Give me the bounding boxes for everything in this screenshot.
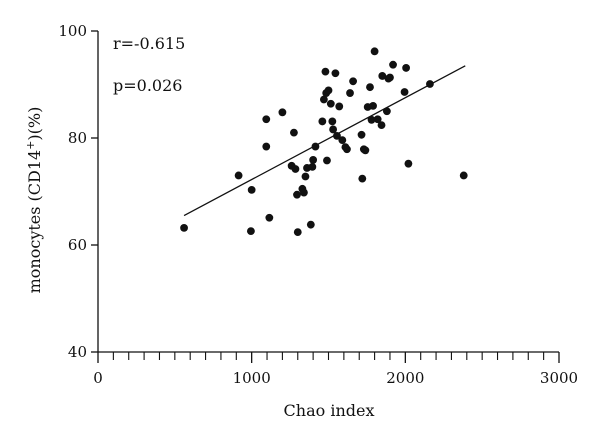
data-point [361, 146, 370, 155]
data-point [328, 117, 337, 126]
data-point [301, 172, 310, 181]
data-points [180, 47, 468, 237]
data-point [386, 73, 394, 82]
x-tick-label: 3000 [540, 369, 578, 387]
data-point [366, 83, 374, 92]
x-axis: 0 1000 2000 3000 [93, 351, 578, 387]
p-value-annotation: p=0.026 [113, 76, 182, 95]
data-point [346, 89, 354, 97]
data-point [404, 159, 413, 168]
data-point [265, 213, 274, 222]
y-axis-title: monocytes (CD14+)(%) [24, 107, 44, 294]
y-tick-label: 40 [68, 343, 87, 361]
data-point [309, 156, 318, 164]
data-point [321, 67, 330, 76]
data-point [331, 69, 340, 78]
data-point [389, 60, 397, 69]
data-point [459, 171, 468, 180]
x-tick-label: 1000 [233, 369, 271, 387]
data-point [357, 130, 366, 139]
x-axis-title: Chao index [284, 401, 375, 420]
data-point [343, 145, 351, 154]
data-point [318, 117, 327, 126]
y-tick-label: 100 [58, 22, 87, 40]
data-point [400, 88, 409, 96]
data-point [246, 227, 255, 235]
data-point [426, 80, 434, 88]
y-tick-label: 80 [68, 129, 87, 147]
data-point [262, 115, 271, 124]
data-point [370, 47, 379, 56]
data-point [308, 162, 317, 171]
data-point [326, 99, 335, 108]
data-point [180, 223, 188, 232]
data-point [349, 77, 357, 86]
data-point [333, 131, 341, 140]
data-point [300, 188, 308, 197]
data-point [377, 121, 386, 130]
y-axis: 40 60 80 100 [58, 22, 99, 361]
correlation-r-annotation: r=-0.615 [113, 34, 185, 53]
data-point [369, 102, 377, 110]
y-axis-title-superscript: + [24, 141, 37, 150]
y-axis-title-tail: )(%) [25, 107, 44, 141]
data-point [278, 108, 287, 117]
data-point [338, 136, 347, 145]
data-point [402, 64, 411, 72]
data-point [306, 220, 315, 229]
data-point [291, 165, 300, 173]
data-point [358, 174, 367, 183]
data-point [319, 95, 328, 104]
data-point [293, 228, 302, 237]
data-point [378, 72, 387, 80]
data-point [367, 115, 376, 124]
y-ticks: 40 60 80 100 [58, 22, 98, 361]
data-point [373, 115, 382, 124]
x-ticks: 0 1000 2000 3000 [93, 352, 578, 387]
data-point [293, 190, 301, 199]
y-tick-label: 60 [68, 236, 87, 254]
data-point [335, 102, 344, 111]
x-tick-label: 2000 [386, 369, 424, 387]
regression-line [183, 65, 466, 217]
y-axis-title-main: monocytes (CD14 [25, 150, 44, 294]
data-point [382, 107, 391, 116]
x-tick-label: 0 [93, 369, 103, 387]
data-point [262, 142, 271, 151]
data-point [323, 156, 331, 165]
data-point [324, 86, 333, 95]
data-point [290, 128, 298, 137]
data-point [247, 185, 256, 194]
data-point [234, 171, 243, 180]
data-point [329, 125, 338, 134]
data-point [311, 142, 320, 151]
